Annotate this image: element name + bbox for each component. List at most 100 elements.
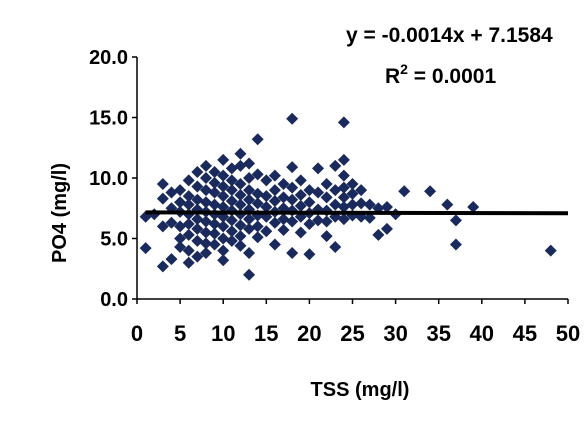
data-point xyxy=(199,237,212,250)
y-tick-label: 15.0 xyxy=(89,108,128,130)
data-point xyxy=(320,204,333,217)
data-point xyxy=(355,184,368,197)
data-point xyxy=(251,168,264,181)
data-point xyxy=(243,268,256,281)
data-point xyxy=(329,240,342,253)
data-point xyxy=(217,153,230,166)
data-point xyxy=(286,247,299,260)
data-point xyxy=(225,162,238,175)
x-tick-label: 30 xyxy=(383,321,407,346)
data-points xyxy=(139,112,557,281)
data-point xyxy=(217,244,230,257)
x-axis-ticks: 0 5 10 15 20 25 30 35 40 45 50 xyxy=(131,299,580,346)
data-point xyxy=(320,230,333,243)
data-point xyxy=(380,201,393,214)
y-axis-ticks: 0.0 5.0 10.0 15.0 20.0 xyxy=(89,47,137,311)
data-point xyxy=(363,211,376,224)
data-point xyxy=(217,220,230,233)
data-point xyxy=(191,193,204,206)
data-point xyxy=(182,217,195,230)
r-squared-prefix: R xyxy=(385,65,400,88)
data-point xyxy=(217,232,230,245)
data-point xyxy=(199,159,212,172)
data-point xyxy=(286,161,299,174)
data-point xyxy=(268,194,281,207)
data-point xyxy=(243,213,256,226)
data-point xyxy=(199,247,212,260)
data-point xyxy=(277,178,290,191)
data-point xyxy=(380,222,393,235)
x-tick-label: 45 xyxy=(513,321,537,346)
trendline xyxy=(145,210,569,216)
data-point xyxy=(329,159,342,172)
data-point xyxy=(191,165,204,178)
x-tick-label: 5 xyxy=(174,321,186,346)
data-point xyxy=(243,184,256,197)
data-point xyxy=(174,196,187,209)
data-point xyxy=(251,187,264,200)
x-tick-label: 40 xyxy=(470,321,494,346)
data-point xyxy=(174,232,187,245)
data-point xyxy=(260,225,273,238)
data-point xyxy=(312,214,325,227)
data-point xyxy=(208,227,221,240)
data-point xyxy=(243,157,256,170)
data-point xyxy=(320,178,333,191)
data-point xyxy=(191,234,204,247)
data-point xyxy=(268,216,281,229)
x-tick-label: 0 xyxy=(131,321,143,346)
y-tick-label: 20.0 xyxy=(89,47,128,69)
data-point xyxy=(251,220,264,233)
data-point xyxy=(337,201,350,214)
data-point xyxy=(234,219,247,232)
data-point xyxy=(199,184,212,197)
data-point xyxy=(225,174,238,187)
data-point xyxy=(208,165,221,178)
data-point xyxy=(156,260,169,273)
data-point xyxy=(286,181,299,194)
data-point xyxy=(182,244,195,257)
data-point xyxy=(234,159,247,172)
data-point xyxy=(174,240,187,253)
data-point xyxy=(363,198,376,211)
data-point xyxy=(268,238,281,251)
data-point xyxy=(449,238,462,251)
data-point xyxy=(139,242,152,255)
data-point xyxy=(337,213,350,226)
data-point xyxy=(243,193,256,206)
data-point xyxy=(320,191,333,204)
y-axis-title: PO4 (mg/l) xyxy=(49,163,71,263)
x-axis-title: TSS (mg/l) xyxy=(311,379,410,401)
data-point xyxy=(329,184,342,197)
data-point xyxy=(217,180,230,193)
data-point xyxy=(243,172,256,184)
data-point xyxy=(182,256,195,269)
plot-axes xyxy=(136,57,568,300)
data-point xyxy=(277,224,290,237)
regression-equation: y = -0.0014x + 7.1584 xyxy=(346,24,553,47)
data-point xyxy=(182,228,195,241)
data-point xyxy=(260,190,273,203)
data-point xyxy=(217,190,230,203)
data-point xyxy=(199,215,212,228)
data-point xyxy=(260,201,273,214)
data-point xyxy=(208,198,221,211)
data-point xyxy=(191,222,204,235)
data-point xyxy=(294,188,307,201)
data-point xyxy=(225,214,238,227)
data-point xyxy=(225,184,238,197)
data-point xyxy=(441,198,454,211)
data-point xyxy=(199,226,212,239)
data-point xyxy=(156,192,169,205)
data-point xyxy=(312,162,325,175)
data-point xyxy=(208,186,221,199)
data-point xyxy=(225,194,238,207)
data-point xyxy=(156,220,169,233)
x-tick-label: 20 xyxy=(297,321,321,346)
data-point xyxy=(251,231,264,244)
x-tick-label: 15 xyxy=(254,321,278,346)
y-tick-label: 5.0 xyxy=(100,229,128,251)
data-point xyxy=(303,217,316,230)
